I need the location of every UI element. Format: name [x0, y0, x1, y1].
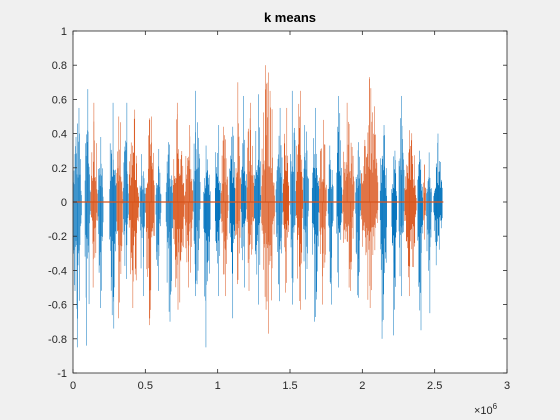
- series-1-burst-8: [246, 102, 254, 291]
- series-0-burst-8: [193, 90, 201, 297]
- series-1-burst-14-trace: [361, 77, 379, 309]
- series-layer: [73, 65, 444, 348]
- series-0-burst-13-trace: [254, 94, 262, 305]
- series-0-burst-9: [203, 145, 211, 348]
- series-0-burst-0-trace: [73, 107, 82, 348]
- series-0-burst-23: [398, 95, 405, 297]
- series-0-burst-2-trace: [97, 137, 104, 309]
- series-0-burst-11-trace: [229, 126, 235, 319]
- series-0-burst-18-trace: [327, 145, 334, 305]
- series-1-burst-15: [404, 130, 417, 297]
- y-tick-label: 0.4: [52, 129, 67, 141]
- series-0-burst-25: [426, 152, 432, 314]
- series-0-burst-1-trace: [84, 89, 91, 346]
- series-1: [90, 65, 426, 334]
- series-1-burst-10: [283, 107, 290, 293]
- series-0-burst-18: [327, 145, 334, 305]
- series-0-burst-4: [123, 102, 129, 279]
- series-0-burst-6: [155, 148, 162, 291]
- series-0-burst-23-trace: [398, 95, 405, 297]
- series-0-burst-2: [97, 137, 104, 309]
- series-0: [73, 89, 443, 348]
- series-0-burst-10: [215, 125, 221, 297]
- series-0-burst-1: [84, 89, 91, 346]
- x-axis-exponent: ×106: [474, 402, 498, 417]
- y-tick-label: -0.4: [48, 265, 67, 277]
- series-1-burst-14: [361, 77, 379, 309]
- series-0-burst-26-trace: [433, 133, 443, 266]
- series-1-burst-3-trace: [145, 116, 155, 326]
- y-tick-label: 0.2: [52, 163, 67, 175]
- x-axis-exponent-power: 6: [493, 402, 498, 411]
- series-0-burst-16: [303, 125, 309, 300]
- y-tick-label: 0.8: [52, 60, 67, 72]
- y-tick-label: 0: [61, 197, 67, 209]
- x-tick-label: 1: [215, 380, 221, 392]
- x-tick-label: 1.5: [282, 380, 297, 392]
- y-tick-label: -0.2: [48, 231, 67, 243]
- x-axis-exponent-base: ×10: [474, 405, 493, 417]
- series-0-burst-11: [229, 126, 235, 319]
- x-tick-label: 2: [359, 380, 365, 392]
- series-1-burst-12: [319, 119, 327, 305]
- series-0-burst-24: [417, 150, 424, 331]
- series-1-burst-11-trace: [296, 90, 304, 310]
- series-1-burst-15-trace: [404, 130, 417, 297]
- series-0-burst-25-trace: [426, 152, 432, 314]
- series-1-burst-10-trace: [283, 107, 290, 293]
- series-0-burst-7: [165, 142, 173, 322]
- series-0-burst-5: [139, 154, 146, 297]
- series-1-burst-4: [173, 102, 185, 310]
- series-0-burst-16-trace: [303, 125, 309, 300]
- y-tick-label: -0.6: [48, 300, 67, 312]
- series-1-burst-11: [296, 90, 304, 310]
- series-0-burst-24-trace: [417, 150, 424, 331]
- series-0-burst-4-trace: [123, 102, 129, 279]
- series-0-burst-5-trace: [139, 154, 146, 297]
- series-1-burst-3: [145, 116, 155, 326]
- x-tick-label: 3: [504, 380, 510, 392]
- series-0-burst-20: [355, 142, 361, 298]
- series-0-burst-3: [109, 102, 117, 329]
- series-1-burst-4-trace: [173, 102, 185, 310]
- series-1-burst-5: [184, 125, 194, 288]
- series-0-burst-22: [391, 150, 398, 336]
- series-0-burst-8-trace: [193, 90, 201, 297]
- series-0-burst-22-trace: [391, 150, 398, 336]
- y-tick-label: -0.8: [48, 334, 67, 346]
- x-tick-label: 2.5: [427, 380, 442, 392]
- x-tick-label: 0: [70, 380, 76, 392]
- series-0-burst-15: [290, 90, 296, 305]
- series-0-burst-6-trace: [155, 148, 162, 291]
- series-1-burst-5-trace: [184, 125, 194, 288]
- series-0-burst-10-trace: [215, 125, 221, 297]
- series-0-burst-3-trace: [109, 102, 117, 329]
- series-0-burst-17: [311, 107, 319, 322]
- y-tick-label: 1: [61, 26, 67, 38]
- series-0-burst-9-trace: [203, 145, 211, 348]
- series-0-burst-0: [73, 107, 82, 348]
- y-tick-label: 0.6: [52, 94, 67, 106]
- series-1-burst-12-trace: [319, 119, 327, 305]
- series-0-burst-7-trace: [165, 142, 173, 322]
- y-tick-label: -1: [57, 368, 67, 380]
- series-0-burst-20-trace: [355, 142, 361, 298]
- series-0-burst-26: [433, 133, 443, 266]
- chart-title: k means: [264, 10, 316, 25]
- x-tick-label: 0.5: [138, 380, 153, 392]
- series-0-burst-17-trace: [311, 107, 319, 322]
- series-1-burst-1-trace: [116, 116, 124, 319]
- ticks-layer: 0 0.5 1 1.5 2 2.5 3 -1 -0.8 -0.6 -0.4 -0.2 0 0.2 0.4 0.…: [48, 26, 510, 392]
- series-0-burst-15-trace: [290, 90, 296, 305]
- series-1-burst-8-trace: [246, 102, 254, 291]
- series-0-burst-13: [254, 94, 262, 305]
- series-1-burst-1: [116, 116, 124, 319]
